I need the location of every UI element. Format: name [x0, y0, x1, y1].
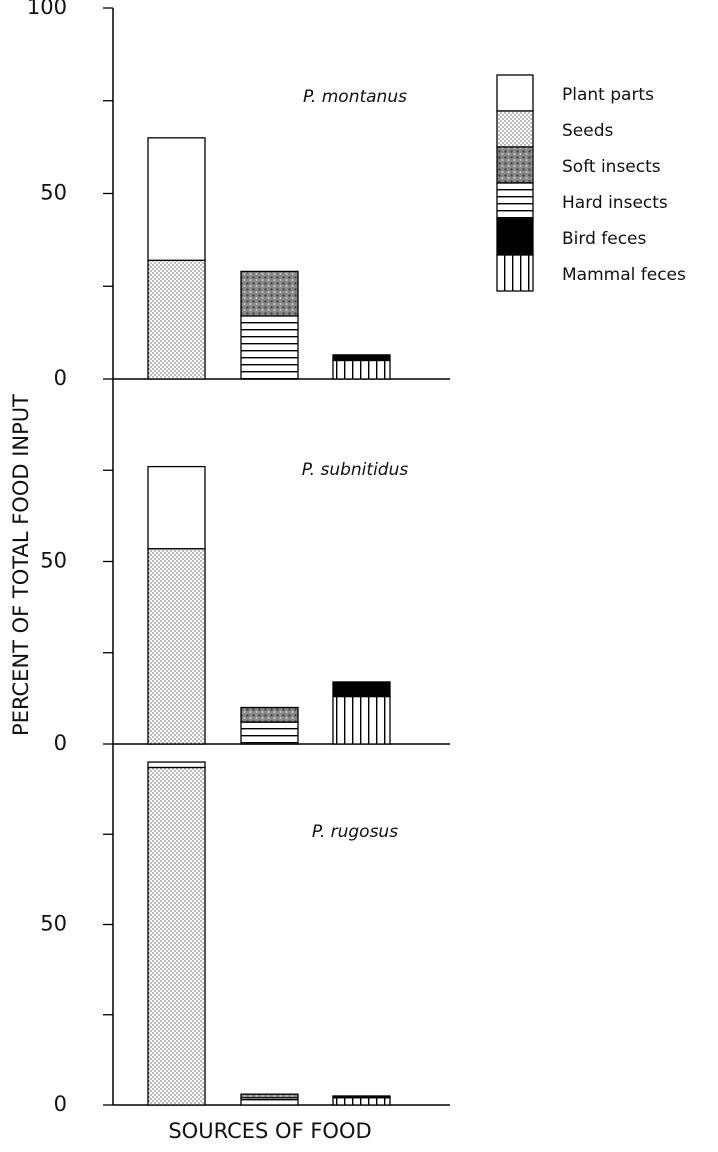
bar-segment — [240, 721, 299, 745]
bar-segment — [147, 259, 206, 380]
bar-segment — [332, 695, 391, 745]
legend-label: Plant parts — [562, 85, 654, 105]
legend-label: Seeds — [562, 121, 614, 141]
panel-title: P. subnitidus — [302, 460, 409, 480]
legend-swatch — [496, 110, 534, 148]
bar-segment — [240, 1093, 299, 1099]
bar-segment — [147, 137, 206, 261]
bar-segment — [147, 465, 206, 550]
bar-segment — [332, 359, 391, 380]
y-tick-label: 0 — [54, 1092, 67, 1116]
bar-segment — [332, 681, 391, 698]
bar-segment — [332, 354, 391, 362]
y-axis-label: PERCENT OF TOTAL FOOD INPUT — [9, 394, 33, 736]
bar-segment — [240, 315, 299, 380]
y-tick-label: 50 — [40, 912, 67, 936]
legend-swatch — [496, 218, 534, 256]
bar-segment — [147, 766, 206, 1106]
legend-swatch — [496, 146, 534, 184]
bar-segment — [240, 706, 299, 723]
bar-segment — [147, 761, 206, 769]
bar-segment — [332, 1095, 391, 1099]
bar-segment — [147, 548, 206, 745]
bar-segment — [240, 1097, 299, 1106]
legend-label: Hard insects — [562, 193, 668, 213]
legend-label: Mammal feces — [562, 265, 686, 285]
legend-swatch — [496, 182, 534, 220]
y-tick-label: 50 — [40, 549, 67, 573]
legend-label: Bird feces — [562, 229, 647, 249]
legend-label: Soft insects — [562, 157, 661, 177]
bar-segment — [240, 270, 299, 317]
y-tick-label: 50 — [40, 181, 67, 205]
x-axis-label: SOURCES OF FOOD — [168, 1119, 371, 1143]
y-tick-label: 0 — [54, 366, 67, 390]
legend-swatch — [496, 74, 534, 112]
legend-swatch — [496, 254, 534, 292]
y-tick-label: 100 — [27, 0, 67, 19]
y-tick-label: 0 — [54, 731, 67, 755]
bar-segment — [332, 1097, 391, 1106]
panel-title: P. rugosus — [312, 822, 398, 842]
panel-title: P. montanus — [303, 87, 407, 107]
